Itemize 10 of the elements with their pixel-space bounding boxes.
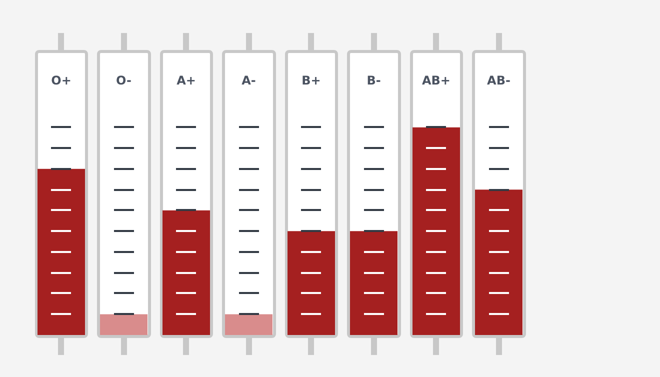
x-tick-label: O+ (51, 73, 72, 88)
bar (225, 314, 272, 335)
x-tick-label: A- (242, 73, 256, 88)
x-tick-label: AB- (487, 73, 510, 88)
x-tick-label: B- (366, 73, 381, 88)
bar (100, 314, 148, 335)
x-tick-label: A+ (176, 73, 196, 88)
x-tick-label: O- (116, 73, 132, 88)
x-tick-label: B+ (302, 73, 321, 88)
x-tick-label: AB+ (422, 73, 450, 88)
